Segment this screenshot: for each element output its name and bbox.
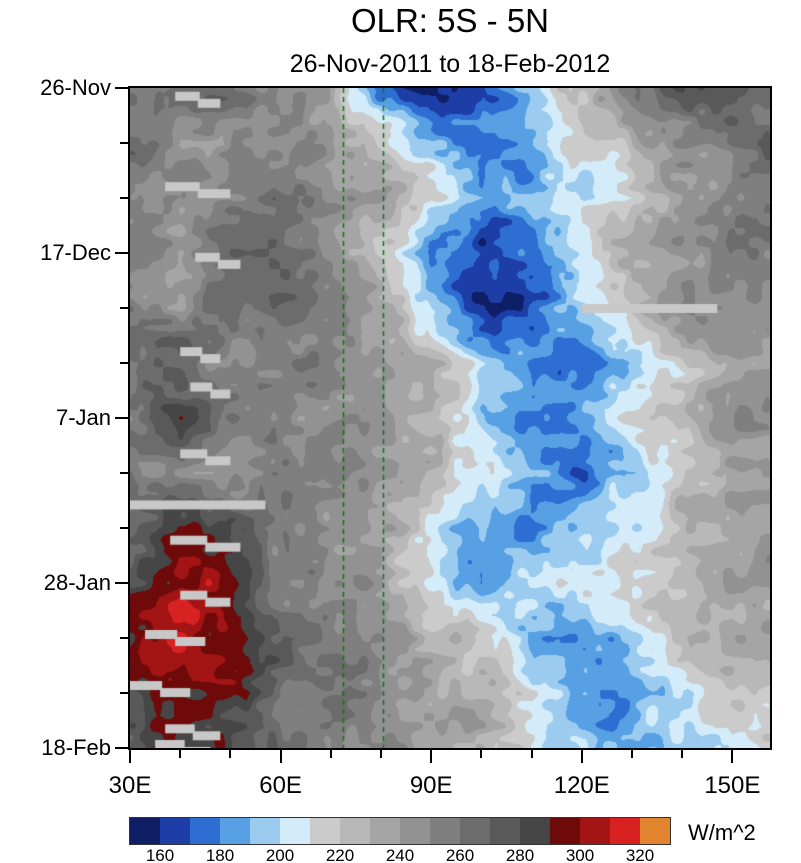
y-major-tick xyxy=(115,582,128,584)
y-minor-tick xyxy=(120,472,128,474)
x-tick-label: 150E xyxy=(704,772,761,799)
colorbar-tick-label: 280 xyxy=(505,846,535,863)
chart-subtitle: 26-Nov-2011 to 18-Feb-2012 xyxy=(289,50,611,78)
colorbar-unit-label: W/m^2 xyxy=(688,820,756,845)
y-minor-tick xyxy=(120,692,128,694)
plot-frame xyxy=(128,86,772,750)
colorbar-segment xyxy=(400,818,430,844)
x-minor-tick xyxy=(530,750,533,758)
x-tick-label: 120E xyxy=(553,772,610,799)
colorbar-tick-label: 180 xyxy=(205,846,235,863)
colorbar-tick-label: 300 xyxy=(565,846,595,863)
x-major-tick xyxy=(129,750,131,763)
y-minor-tick xyxy=(120,637,128,639)
colorbar-labels: 160 180 200 220 240 260 280 300 320 xyxy=(130,846,670,863)
y-minor-tick xyxy=(120,197,128,199)
colorbar-segment xyxy=(520,818,550,844)
x-minor-tick xyxy=(179,750,182,758)
x-major-tick xyxy=(731,750,734,763)
y-major-tick xyxy=(115,87,128,89)
x-major-tick xyxy=(430,750,433,763)
x-tick-label: 30E xyxy=(108,772,152,799)
colorbar-segment xyxy=(640,818,670,844)
colorbar-segment xyxy=(460,818,490,844)
colorbar-segment xyxy=(610,818,640,844)
colorbar-segment xyxy=(310,818,340,844)
colorbar-segment xyxy=(550,818,580,844)
colorbar-segment xyxy=(340,818,370,844)
colorbar-segment xyxy=(370,818,400,844)
colorbar-tick-label: 160 xyxy=(145,846,175,863)
y-tick-label: 18-Feb xyxy=(41,735,111,760)
colorbar-tick-label: 240 xyxy=(385,846,415,863)
y-tick-label: 28-Jan xyxy=(43,570,111,595)
x-minor-tick xyxy=(229,750,232,758)
colorbar-tick-label: 260 xyxy=(445,846,475,863)
y-minor-tick xyxy=(120,362,128,364)
x-minor-tick xyxy=(379,750,382,758)
colorbar-tick-label: 320 xyxy=(625,846,655,863)
y-minor-tick xyxy=(120,142,128,144)
y-tick-label: 7-Jan xyxy=(55,405,111,430)
colorbar-segment xyxy=(220,818,250,844)
x-minor-tick xyxy=(681,750,684,758)
colorbar-segment xyxy=(250,818,280,844)
colorbar-tick-label: 220 xyxy=(325,846,355,863)
colorbar-segment xyxy=(490,818,520,844)
x-tick-label: 90E xyxy=(409,772,453,799)
x-tick-label: 60E xyxy=(259,772,302,799)
colorbar-tick-label: 200 xyxy=(265,846,295,863)
colorbar-segment xyxy=(160,818,190,844)
colorbar-segment xyxy=(430,818,460,844)
x-major-tick xyxy=(580,750,583,763)
colorbar xyxy=(129,817,671,845)
colorbar-segment xyxy=(280,818,310,844)
y-tick-label: 26-Nov xyxy=(40,75,111,100)
x-minor-tick xyxy=(480,750,483,758)
heatmap-canvas xyxy=(130,88,770,748)
x-minor-tick xyxy=(329,750,332,758)
y-minor-tick xyxy=(120,307,128,309)
colorbar-segment xyxy=(190,818,220,844)
x-minor-tick xyxy=(630,750,633,758)
chart-title: OLR: 5S - 5N xyxy=(350,2,550,39)
y-major-tick xyxy=(115,252,128,254)
colorbar-segment xyxy=(580,818,610,844)
x-major-tick xyxy=(279,750,282,763)
y-major-tick xyxy=(115,747,128,749)
y-major-tick xyxy=(115,417,128,419)
colorbar-segment xyxy=(130,818,160,844)
y-tick-label: 17-Dec xyxy=(40,240,111,265)
y-minor-tick xyxy=(120,527,128,529)
